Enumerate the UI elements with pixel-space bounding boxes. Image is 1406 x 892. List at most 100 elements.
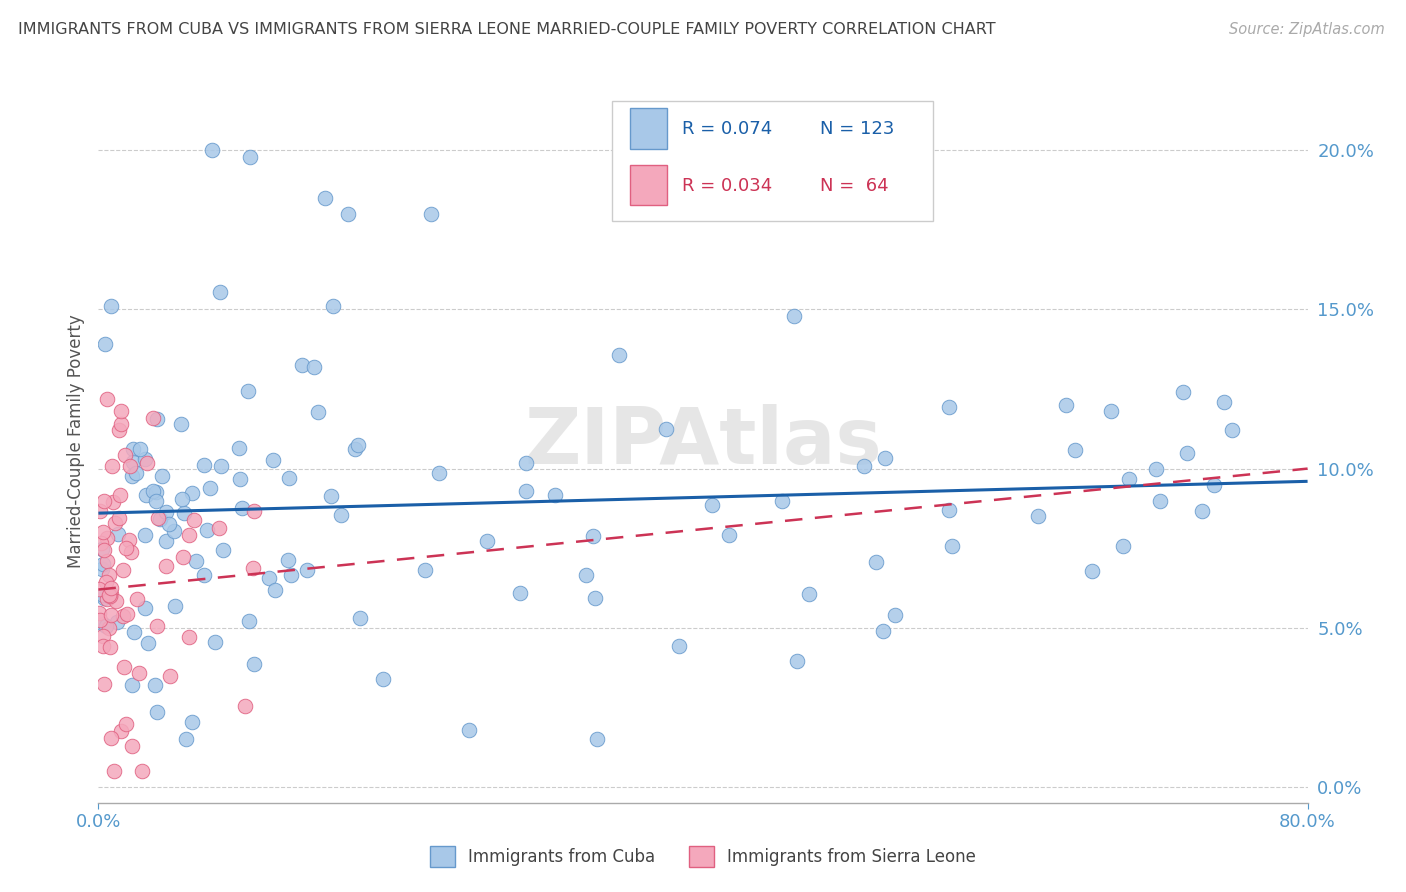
Point [101,458,124,473]
Point [262,453,284,467]
Point [100,299,122,313]
Point [277,553,299,567]
Point [329,508,352,522]
Point [264,582,287,597]
Point [195,524,218,538]
Point [98,589,121,603]
Point [93,677,115,691]
Point [1026,508,1049,523]
Point [118,533,141,547]
Point [509,586,531,600]
Point [211,543,233,558]
Point [121,739,143,754]
Point [94,618,117,632]
Point [239,150,262,164]
Point [1099,404,1122,418]
Point [172,549,194,564]
Point [122,625,145,640]
FancyBboxPatch shape [630,165,666,205]
Point [865,555,887,569]
Point [717,528,740,542]
Legend: Immigrants from Cuba, Immigrants from Sierra Leone: Immigrants from Cuba, Immigrants from Si… [430,847,976,867]
Point [110,404,132,418]
Text: R = 0.074: R = 0.074 [682,120,773,137]
Point [115,717,138,731]
Point [163,599,186,614]
Point [121,442,143,457]
Point [159,669,181,683]
Point [120,458,142,473]
Point [193,568,215,582]
Point [586,732,609,747]
Point [91,629,114,643]
Point [125,591,148,606]
Point [103,495,125,509]
Point [1081,564,1104,578]
Point [475,534,498,549]
Point [938,400,960,414]
Point [98,589,121,603]
Point [173,507,195,521]
Point [136,456,159,470]
Point [544,488,567,502]
Point [797,587,820,601]
Point [515,456,537,470]
Point [96,591,118,606]
Point [183,513,205,527]
Point [257,571,280,585]
Point [177,528,200,542]
Point [90,536,112,550]
Point [1202,477,1225,491]
Point [98,640,121,655]
Point [853,459,876,474]
Point [111,563,134,577]
Point [1213,395,1236,409]
Point [1175,445,1198,459]
Point [1112,539,1135,553]
Point [938,502,960,516]
Point [170,491,193,506]
Point [128,665,150,680]
Point [242,657,264,672]
Text: IMMIGRANTS FROM CUBA VS IMMIGRANTS FROM SIERRA LEONE MARRIED-COUPLE FAMILY POVER: IMMIGRANTS FROM CUBA VS IMMIGRANTS FROM … [18,22,995,37]
Point [582,529,605,543]
Point [100,587,122,601]
Point [344,442,367,456]
Point [786,654,808,668]
Point [179,630,201,644]
Point [457,723,479,737]
Text: ZIPAtlas: ZIPAtlas [524,403,882,480]
Point [131,764,153,778]
Point [1054,398,1077,412]
Point [229,472,252,486]
Point [87,607,110,621]
Point [198,482,221,496]
Text: R = 0.034: R = 0.034 [682,178,773,195]
Point [91,525,114,540]
Point [87,582,110,597]
Point [146,511,169,525]
Point [783,309,806,323]
Point [110,488,132,502]
Point [277,471,299,485]
Point [100,581,122,595]
Point [108,511,131,525]
Point [231,501,253,516]
Point [96,531,118,545]
Point [420,207,443,221]
Point [347,437,370,451]
Point [302,360,325,375]
Point [242,504,264,518]
Point [193,458,215,473]
Point [98,621,121,635]
Point [120,544,142,558]
Point [1064,443,1087,458]
Point [89,504,111,518]
Point [112,609,135,624]
Point [1191,504,1213,518]
Point [575,568,598,582]
Point [872,624,894,639]
Point [349,610,371,624]
Point [104,516,127,530]
Point [201,144,224,158]
